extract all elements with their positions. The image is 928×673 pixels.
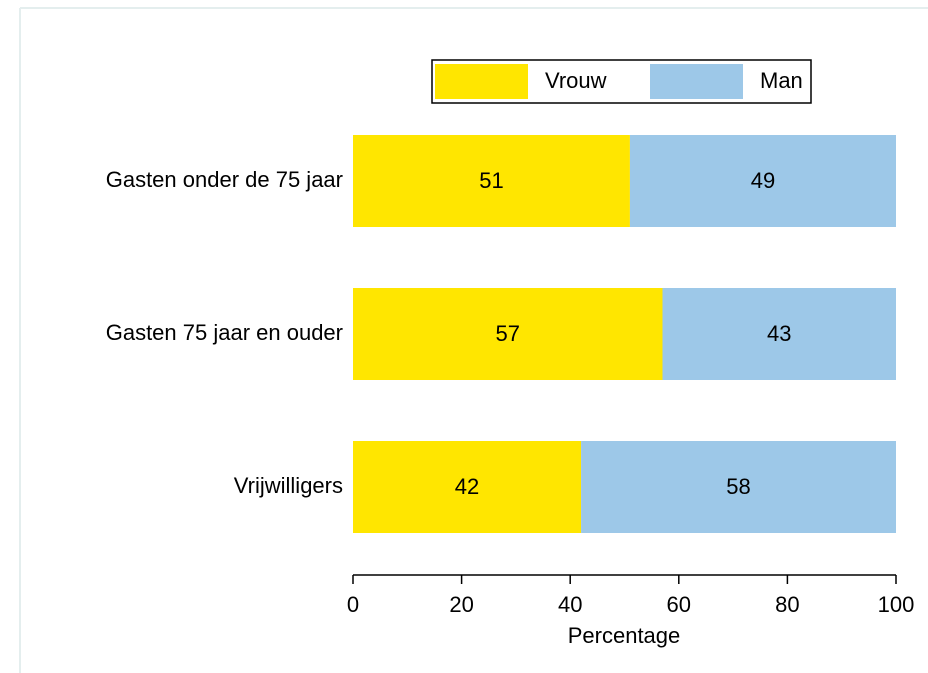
value-label: 43 [767, 321, 791, 346]
x-axis-label: Percentage [568, 623, 681, 648]
x-tick-label: 40 [558, 592, 582, 617]
value-label: 57 [496, 321, 520, 346]
x-tick-label: 100 [878, 592, 915, 617]
legend-label: Man [760, 68, 803, 93]
x-tick-label: 80 [775, 592, 799, 617]
value-label: 58 [726, 474, 750, 499]
legend-swatch [435, 64, 528, 99]
value-label: 42 [455, 474, 479, 499]
value-label: 51 [479, 168, 503, 193]
bar-segment [353, 288, 663, 380]
y-tick-label: Gasten 75 jaar en ouder [106, 320, 343, 345]
y-tick-label: Vrijwilligers [234, 473, 343, 498]
value-label: 49 [751, 168, 775, 193]
x-tick-label: 20 [449, 592, 473, 617]
y-tick-label: Gasten onder de 75 jaar [106, 167, 343, 192]
legend-swatch [650, 64, 743, 99]
x-tick-label: 0 [347, 592, 359, 617]
bar-segment [353, 135, 630, 227]
x-tick-label: 60 [667, 592, 691, 617]
bar-segment [662, 288, 896, 380]
bar-segment [353, 441, 582, 533]
bar-segment [581, 441, 896, 533]
bar-segment [629, 135, 896, 227]
legend-label: Vrouw [545, 68, 607, 93]
